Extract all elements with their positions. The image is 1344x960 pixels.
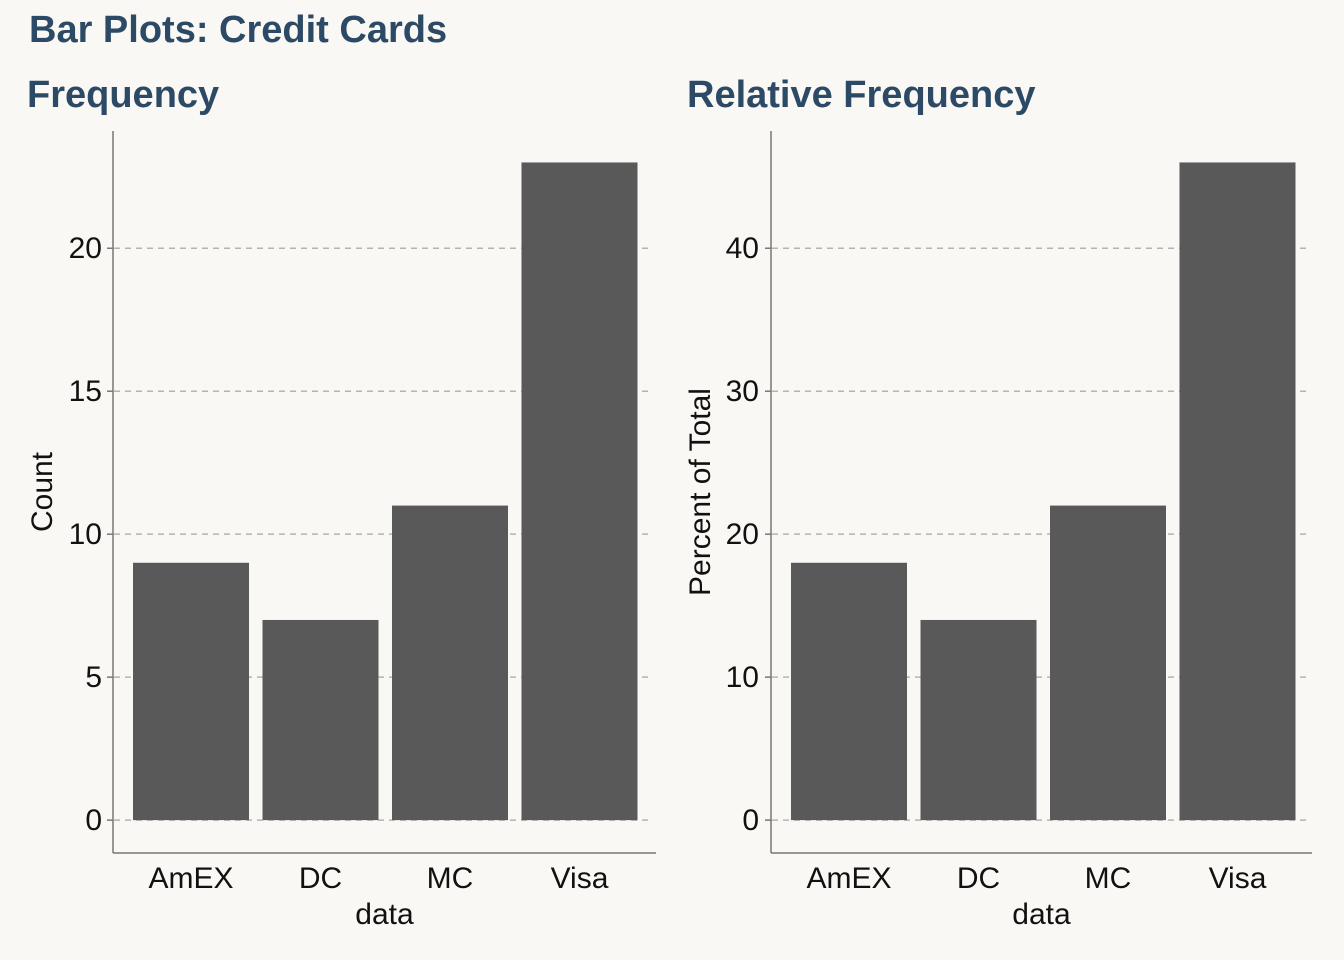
y-tick-label: 10 xyxy=(69,518,102,551)
x-tick-label: AmEX xyxy=(148,862,233,895)
y-tick-label: 0 xyxy=(85,804,102,837)
bar xyxy=(791,562,907,821)
x-tick-label: MC xyxy=(1085,862,1132,895)
bar xyxy=(1050,505,1166,821)
y-tick-label: 5 xyxy=(85,661,102,694)
y-tick-label: 20 xyxy=(726,518,759,551)
y-tick-label: 0 xyxy=(742,804,759,837)
bar xyxy=(392,505,508,821)
bar xyxy=(262,619,379,821)
x-tick-label: AmEX xyxy=(806,862,891,895)
x-tick-label: MC xyxy=(427,862,474,895)
relative-frequency-panel: Relative Frequency 0 10 20 30 40 AmEX DC MC Visa… xyxy=(684,74,1312,931)
x-tick-label: Visa xyxy=(551,862,609,895)
bar xyxy=(1179,162,1296,821)
panel-title: Relative Frequency xyxy=(687,74,1035,116)
bar xyxy=(521,162,638,821)
y-tick-label: 20 xyxy=(69,232,102,265)
y-axis-label: Count xyxy=(26,451,59,532)
y-tick-label: 10 xyxy=(726,661,759,694)
frequency-panel: Frequency 0 5 10 15 20 AmEX DC MC Visa data Count xyxy=(26,74,656,931)
bar xyxy=(920,619,1037,821)
x-tick-label: DC xyxy=(299,862,342,895)
y-tick-label: 40 xyxy=(726,232,759,265)
y-tick-label: 30 xyxy=(726,375,759,408)
figure-title: Bar Plots: Credit Cards xyxy=(29,9,447,51)
x-tick-label: DC xyxy=(957,862,1000,895)
panel-title: Frequency xyxy=(27,74,219,116)
y-tick-label: 15 xyxy=(69,375,102,408)
x-tick-label: Visa xyxy=(1209,862,1267,895)
bar xyxy=(133,562,249,821)
y-axis-label: Percent of Total xyxy=(684,388,717,596)
x-axis-label: data xyxy=(355,898,414,931)
x-axis-label: data xyxy=(1012,898,1071,931)
